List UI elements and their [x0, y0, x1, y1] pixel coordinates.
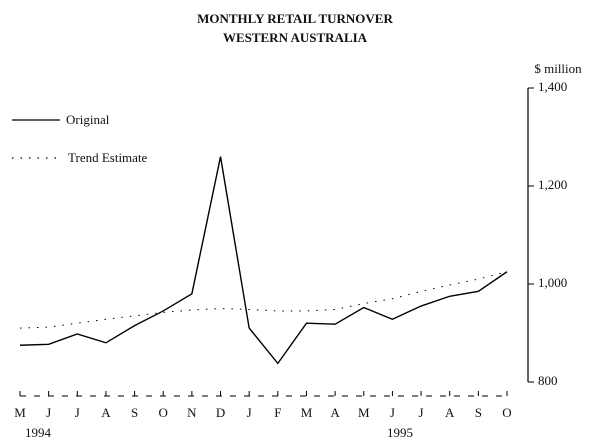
x-tick-label: J	[390, 405, 395, 420]
y-tick-label: 1,400	[538, 79, 567, 94]
series-line	[19, 156, 508, 365]
x-tick-label: M	[14, 405, 26, 420]
x-tick-label: J	[247, 405, 252, 420]
x-tick-label: J	[75, 405, 80, 420]
x-tick-label: O	[502, 405, 511, 420]
legend-label: Original	[66, 112, 110, 127]
chart-title: MONTHLY RETAIL TURNOVER	[197, 11, 393, 26]
chart-subtitle: WESTERN AUSTRALIA	[223, 30, 368, 45]
x-tick-label: S	[131, 405, 138, 420]
x-tick-label: M	[301, 405, 313, 420]
y-tick-label: 800	[538, 373, 558, 388]
x-tick-label: A	[330, 405, 340, 420]
x-tick-label: D	[216, 405, 225, 420]
x-tick-label: A	[101, 405, 111, 420]
y-tick-label: 1,200	[538, 177, 567, 192]
y-tick-label: 1,000	[538, 275, 567, 290]
legend-label: Trend Estimate	[68, 150, 148, 165]
x-tick-label: M	[358, 405, 370, 420]
x-tick-label: J	[419, 405, 424, 420]
x-tick-label: S	[475, 405, 482, 420]
y-axis-label: $ million	[534, 61, 582, 76]
series-line	[19, 271, 508, 329]
year-label: 1995	[387, 425, 413, 440]
year-label: 1994	[25, 425, 52, 440]
x-tick-label: F	[274, 405, 281, 420]
x-tick-label: J	[46, 405, 51, 420]
x-tick-label: N	[187, 405, 197, 420]
x-tick-label: O	[159, 405, 168, 420]
x-tick-label: A	[445, 405, 455, 420]
